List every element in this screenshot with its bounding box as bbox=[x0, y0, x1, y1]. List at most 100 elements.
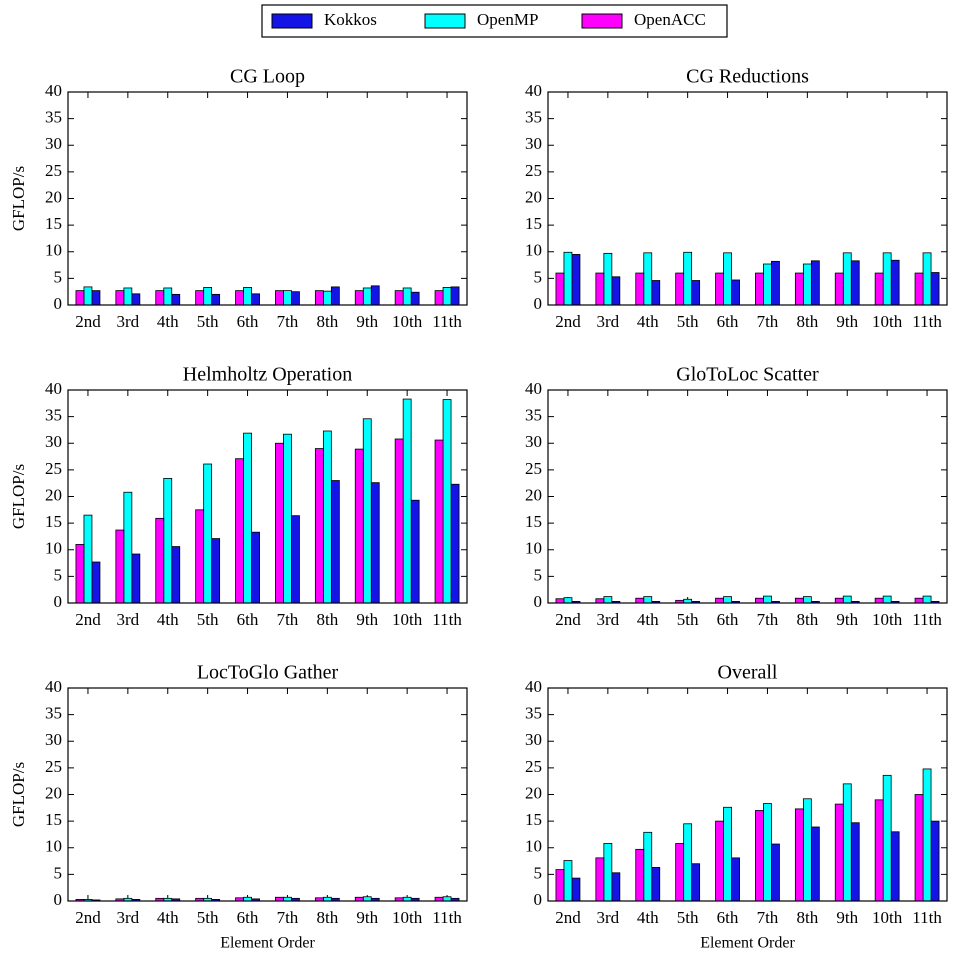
bar bbox=[123, 287, 133, 306]
bar bbox=[723, 806, 732, 902]
bar bbox=[163, 287, 173, 306]
x-tick-label: 8th bbox=[316, 610, 338, 629]
bar bbox=[362, 287, 372, 306]
bar bbox=[75, 544, 85, 604]
y-tick-label: 30 bbox=[525, 432, 542, 451]
y-tick-label: 15 bbox=[525, 512, 542, 531]
y-tick-label: 15 bbox=[45, 810, 62, 829]
bar bbox=[810, 826, 820, 902]
bar bbox=[731, 857, 740, 902]
bar bbox=[291, 515, 300, 604]
bar bbox=[882, 595, 892, 604]
x-tick-label: 10th bbox=[872, 610, 903, 629]
x-tick-label: 9th bbox=[836, 908, 858, 927]
y-tick-label: 5 bbox=[54, 267, 63, 286]
x-tick-label: 5th bbox=[677, 908, 699, 927]
x-tick-label: 6th bbox=[237, 610, 259, 629]
x-tick-label: 10th bbox=[872, 908, 903, 927]
x-tick-label: 10th bbox=[872, 312, 903, 331]
bar bbox=[203, 287, 213, 306]
y-axis-label: GFLOP/s bbox=[9, 464, 28, 529]
x-tick-label: 5th bbox=[197, 908, 219, 927]
bar bbox=[410, 499, 420, 604]
y-tick-label: 0 bbox=[54, 592, 63, 611]
bar bbox=[75, 290, 85, 306]
chart-title: CG Reductions bbox=[686, 66, 809, 88]
y-axis-label: GFLOP/s bbox=[9, 166, 28, 231]
bar bbox=[275, 290, 284, 306]
bar bbox=[874, 272, 884, 306]
x-tick-label: 8th bbox=[796, 908, 818, 927]
y-tick-label: 0 bbox=[534, 294, 543, 313]
bar bbox=[434, 439, 444, 604]
bar bbox=[683, 251, 693, 306]
bar bbox=[155, 290, 165, 306]
bar bbox=[314, 290, 324, 306]
bar bbox=[322, 290, 332, 306]
y-tick-label: 20 bbox=[45, 187, 62, 206]
bar bbox=[842, 595, 852, 604]
bar bbox=[283, 290, 292, 306]
bar bbox=[794, 272, 804, 306]
x-tick-label: 3rd bbox=[117, 908, 140, 927]
x-tick-label: 3rd bbox=[117, 610, 140, 629]
bar bbox=[354, 290, 364, 306]
legend-swatch bbox=[271, 13, 313, 29]
bar bbox=[675, 843, 685, 902]
bar bbox=[635, 848, 645, 902]
bar bbox=[914, 597, 924, 604]
y-tick-label: 15 bbox=[45, 512, 62, 531]
legend-label: Kokkos bbox=[324, 10, 377, 29]
bar bbox=[755, 272, 764, 306]
bar bbox=[362, 896, 372, 902]
bar bbox=[771, 260, 780, 306]
bar bbox=[595, 272, 605, 306]
x-tick-label: 6th bbox=[237, 312, 259, 331]
y-tick-label: 10 bbox=[525, 539, 542, 558]
bar bbox=[922, 595, 932, 604]
bar bbox=[91, 561, 101, 604]
bar bbox=[555, 272, 565, 306]
bar bbox=[834, 272, 844, 306]
y-tick-label: 20 bbox=[525, 485, 542, 504]
x-tick-label: 11th bbox=[432, 610, 462, 629]
x-tick-label: 2nd bbox=[75, 908, 101, 927]
x-tick-label: 6th bbox=[237, 908, 259, 927]
bar bbox=[834, 803, 844, 902]
legend-label: OpenMP bbox=[477, 10, 538, 29]
bar bbox=[611, 872, 621, 902]
bar bbox=[603, 843, 613, 902]
bar bbox=[370, 482, 380, 604]
bar bbox=[675, 272, 685, 306]
y-tick-label: 40 bbox=[525, 81, 542, 100]
x-tick-label: 2nd bbox=[555, 908, 581, 927]
x-tick-label: 5th bbox=[197, 610, 219, 629]
bar bbox=[794, 597, 804, 604]
y-tick-label: 25 bbox=[45, 757, 62, 776]
bar bbox=[330, 480, 340, 604]
bar bbox=[794, 808, 804, 902]
bar bbox=[882, 252, 892, 306]
axes-frame bbox=[547, 389, 948, 604]
bar bbox=[802, 798, 812, 902]
bar bbox=[890, 259, 900, 306]
y-tick-label: 0 bbox=[534, 592, 543, 611]
bar bbox=[603, 252, 613, 306]
y-tick-label: 0 bbox=[54, 890, 63, 909]
x-tick-label: 6th bbox=[717, 610, 739, 629]
x-tick-label: 9th bbox=[356, 312, 378, 331]
y-tick-label: 35 bbox=[525, 108, 542, 127]
y-tick-label: 10 bbox=[45, 837, 62, 856]
bar bbox=[643, 596, 653, 604]
y-tick-label: 5 bbox=[534, 267, 543, 286]
bar bbox=[555, 869, 565, 902]
bar bbox=[930, 820, 940, 902]
bar bbox=[635, 597, 645, 604]
chart-title: LocToGlo Gather bbox=[197, 662, 339, 684]
bar bbox=[171, 293, 181, 306]
bar bbox=[643, 831, 653, 902]
x-tick-label: 6th bbox=[717, 312, 739, 331]
chart-title: Overall bbox=[718, 662, 778, 684]
y-tick-label: 35 bbox=[45, 704, 62, 723]
axes-frame bbox=[67, 91, 468, 306]
